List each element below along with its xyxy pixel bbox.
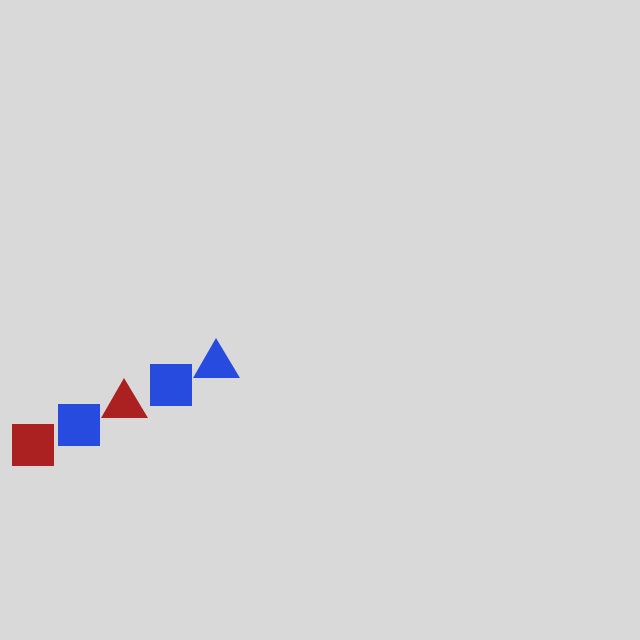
blue-triangle-shape: [193, 338, 240, 378]
blue-square-shape: [58, 404, 100, 446]
red-square-shape: [12, 424, 54, 466]
red-triangle-shape: [101, 378, 148, 418]
blue-square-shape: [150, 364, 192, 406]
